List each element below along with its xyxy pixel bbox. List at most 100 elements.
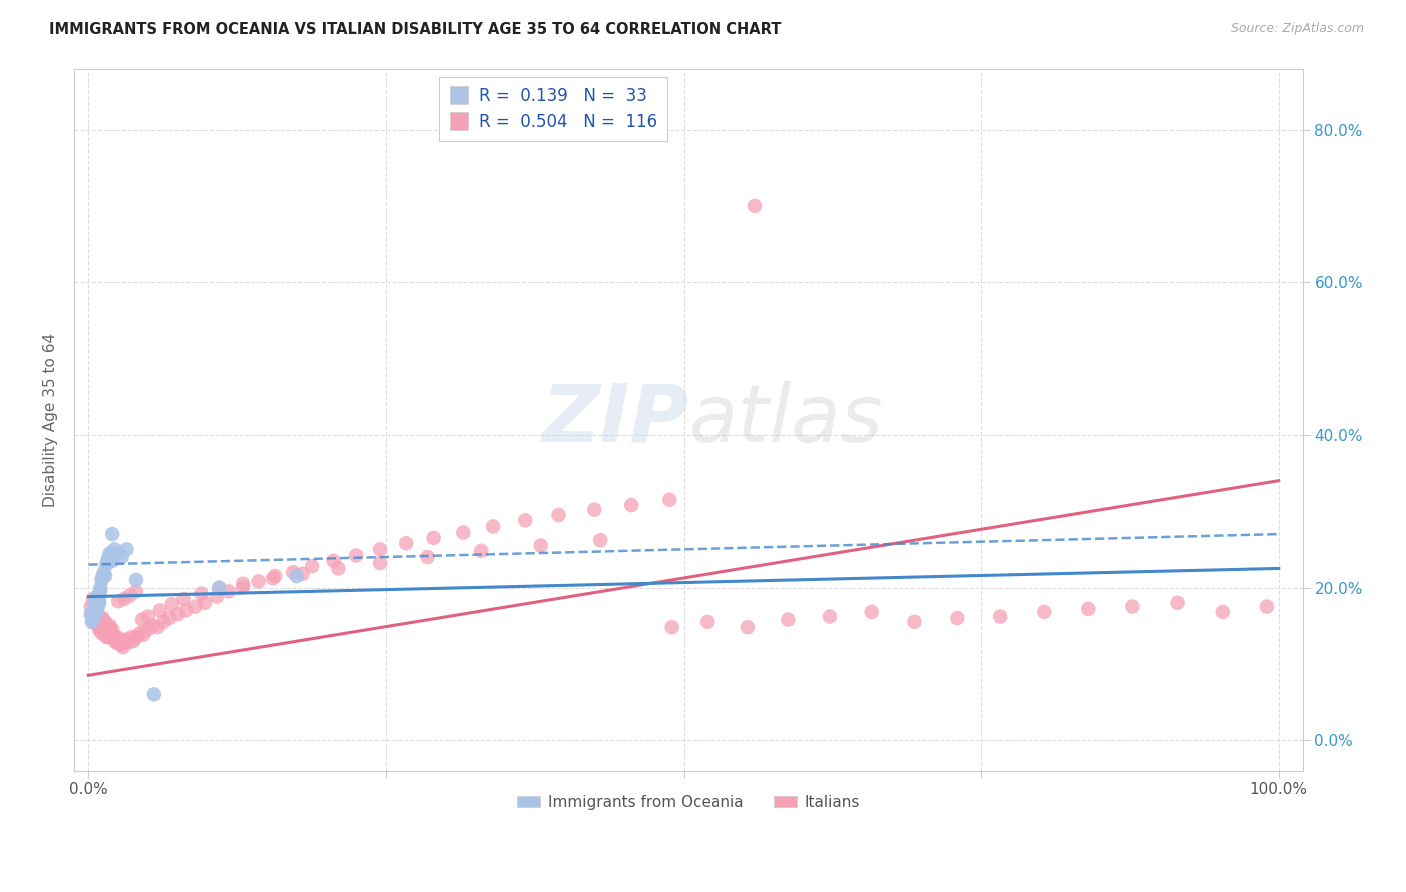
Point bbox=[111, 634, 134, 648]
Point bbox=[111, 549, 134, 564]
Point bbox=[125, 573, 148, 587]
Text: ZIP: ZIP bbox=[541, 381, 689, 458]
Point bbox=[142, 618, 165, 632]
Point bbox=[82, 611, 104, 625]
Point bbox=[93, 626, 115, 640]
Point bbox=[184, 599, 207, 614]
Point bbox=[87, 591, 110, 606]
Point bbox=[97, 620, 120, 634]
Point bbox=[120, 630, 142, 644]
Text: Source: ZipAtlas.com: Source: ZipAtlas.com bbox=[1230, 22, 1364, 36]
Point bbox=[98, 618, 121, 632]
Point bbox=[285, 569, 308, 583]
Point bbox=[107, 594, 129, 608]
Point bbox=[97, 630, 120, 644]
Point bbox=[91, 611, 114, 625]
Point bbox=[89, 581, 111, 595]
Point bbox=[87, 588, 110, 602]
Point bbox=[658, 492, 681, 507]
Point bbox=[101, 623, 124, 637]
Point bbox=[122, 634, 145, 648]
Point bbox=[696, 615, 718, 629]
Point bbox=[105, 630, 128, 644]
Point bbox=[115, 542, 138, 557]
Legend: Immigrants from Oceania, Italians: Immigrants from Oceania, Italians bbox=[510, 789, 866, 815]
Point bbox=[87, 596, 110, 610]
Point bbox=[94, 569, 117, 583]
Point bbox=[80, 607, 103, 622]
Point bbox=[80, 615, 103, 629]
Point bbox=[903, 615, 925, 629]
Point bbox=[149, 603, 172, 617]
Point bbox=[90, 626, 112, 640]
Point bbox=[190, 586, 212, 600]
Point bbox=[91, 623, 114, 637]
Point bbox=[395, 536, 418, 550]
Point bbox=[301, 559, 323, 574]
Point bbox=[1256, 599, 1278, 614]
Point bbox=[118, 635, 141, 649]
Point bbox=[98, 628, 121, 642]
Point bbox=[84, 596, 107, 610]
Point bbox=[1167, 596, 1189, 610]
Point bbox=[328, 561, 350, 575]
Point bbox=[136, 623, 159, 637]
Point bbox=[208, 581, 231, 595]
Point bbox=[344, 549, 367, 563]
Text: IMMIGRANTS FROM OCEANIA VS ITALIAN DISABILITY AGE 35 TO 64 CORRELATION CHART: IMMIGRANTS FROM OCEANIA VS ITALIAN DISAB… bbox=[49, 22, 782, 37]
Point bbox=[232, 576, 254, 591]
Point bbox=[146, 620, 169, 634]
Point bbox=[89, 584, 111, 599]
Point bbox=[661, 620, 683, 634]
Point bbox=[101, 554, 124, 568]
Point bbox=[111, 640, 134, 654]
Point bbox=[547, 508, 569, 522]
Point bbox=[218, 584, 240, 599]
Point bbox=[115, 632, 138, 647]
Point bbox=[101, 527, 124, 541]
Point bbox=[860, 605, 883, 619]
Point bbox=[96, 628, 118, 642]
Point bbox=[152, 615, 174, 629]
Point bbox=[89, 611, 111, 625]
Point bbox=[160, 597, 183, 611]
Point bbox=[86, 591, 108, 606]
Point bbox=[416, 549, 439, 564]
Point bbox=[96, 554, 118, 568]
Point bbox=[112, 635, 135, 649]
Point bbox=[174, 603, 197, 617]
Point bbox=[86, 599, 108, 614]
Point bbox=[103, 628, 125, 642]
Point bbox=[107, 546, 129, 560]
Point bbox=[87, 615, 110, 629]
Point bbox=[84, 615, 107, 629]
Point bbox=[96, 620, 118, 634]
Point bbox=[322, 554, 344, 568]
Point bbox=[946, 611, 969, 625]
Point bbox=[80, 607, 103, 622]
Point bbox=[142, 687, 165, 701]
Point bbox=[103, 632, 125, 647]
Point bbox=[583, 502, 606, 516]
Point bbox=[101, 630, 124, 644]
Point bbox=[262, 571, 284, 585]
Point bbox=[104, 635, 127, 649]
Point bbox=[136, 609, 159, 624]
Point bbox=[1121, 599, 1143, 614]
Point bbox=[1033, 605, 1056, 619]
Point bbox=[744, 199, 766, 213]
Point bbox=[737, 620, 759, 634]
Point bbox=[89, 618, 111, 632]
Point bbox=[83, 611, 105, 625]
Point bbox=[96, 630, 118, 644]
Point bbox=[84, 603, 107, 617]
Point bbox=[1077, 602, 1099, 616]
Point bbox=[205, 590, 228, 604]
Point bbox=[620, 498, 643, 512]
Point bbox=[86, 603, 108, 617]
Point bbox=[281, 566, 304, 580]
Point bbox=[232, 581, 254, 595]
Point bbox=[118, 588, 141, 602]
Point bbox=[194, 596, 217, 610]
Point bbox=[368, 556, 391, 570]
